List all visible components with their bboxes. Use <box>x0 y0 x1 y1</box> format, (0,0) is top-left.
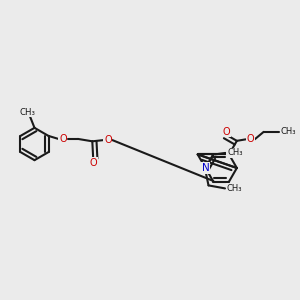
Text: CH₃: CH₃ <box>226 184 242 193</box>
Text: O: O <box>104 135 112 145</box>
Text: O: O <box>59 134 67 144</box>
Text: CH₃: CH₃ <box>20 108 36 117</box>
Text: N: N <box>202 163 209 173</box>
Text: O: O <box>246 134 254 144</box>
Text: CH₃: CH₃ <box>227 148 243 158</box>
Text: CH₃: CH₃ <box>280 128 296 136</box>
Text: O: O <box>89 158 97 168</box>
Text: O: O <box>104 135 112 145</box>
Text: O: O <box>222 127 230 136</box>
